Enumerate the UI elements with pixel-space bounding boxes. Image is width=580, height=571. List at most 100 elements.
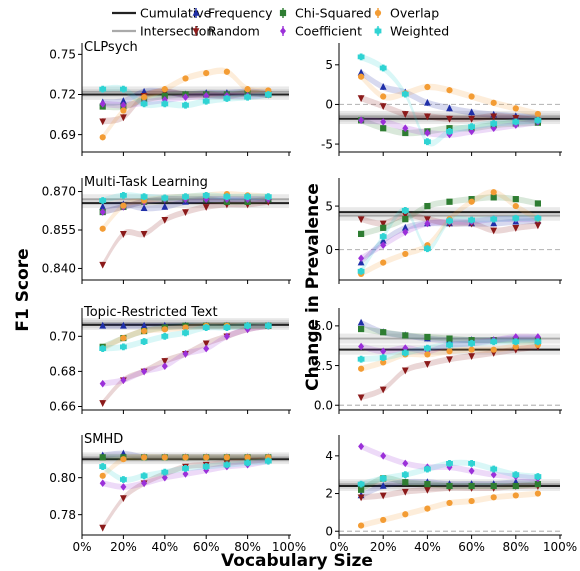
y-tick-label: 0.70 xyxy=(49,330,76,344)
data-point xyxy=(224,454,230,460)
legend-item-coefficient: Coefficient xyxy=(280,24,362,39)
data-point xyxy=(203,324,210,331)
data-point xyxy=(120,203,126,209)
data-point xyxy=(469,347,475,353)
data-point xyxy=(244,459,251,466)
data-point xyxy=(99,86,106,93)
data-point xyxy=(491,347,497,353)
data-point xyxy=(446,217,453,224)
data-point xyxy=(512,471,519,478)
data-point xyxy=(141,193,148,200)
y-axis-label-right: Change in Prevalence xyxy=(303,183,323,391)
data-point xyxy=(424,138,431,145)
panel-title-smhd: SMHD xyxy=(84,432,123,447)
panel-multi-task-learning-prevalence: 05 xyxy=(325,178,562,284)
legend-item-chi-squared: Chi-Squared xyxy=(280,6,372,21)
data-point xyxy=(380,93,386,99)
data-point xyxy=(490,466,497,473)
data-point xyxy=(446,342,453,349)
data-point xyxy=(424,466,431,473)
data-point xyxy=(162,86,168,92)
data-point xyxy=(120,476,127,483)
data-point xyxy=(380,233,387,240)
x-axis-label: Vocabulary Size xyxy=(221,551,373,571)
data-point xyxy=(203,70,209,76)
data-point xyxy=(265,91,272,98)
data-point xyxy=(245,86,251,92)
data-point xyxy=(469,199,475,205)
data-point xyxy=(446,460,453,467)
data-point xyxy=(513,492,519,498)
data-point xyxy=(402,251,408,257)
data-point xyxy=(141,328,147,334)
data-point xyxy=(491,100,497,106)
x-tick-label: 100% xyxy=(543,540,577,554)
y-tick-label: 5 xyxy=(325,58,333,72)
x-tick-label: 0% xyxy=(72,540,91,554)
data-point xyxy=(224,324,231,331)
data-point xyxy=(203,454,209,460)
data-point xyxy=(424,203,430,209)
data-point xyxy=(513,196,519,202)
data-point xyxy=(203,98,210,105)
panel-title-topic-restricted-text: Topic-Restricted Text xyxy=(83,305,218,320)
data-point xyxy=(402,479,408,485)
data-point xyxy=(402,91,409,98)
y-tick-label: 0 xyxy=(325,98,333,112)
data-point xyxy=(380,125,386,131)
data-point xyxy=(513,105,519,111)
data-point xyxy=(424,351,430,357)
data-point xyxy=(141,338,148,345)
data-point xyxy=(358,74,364,80)
data-point xyxy=(162,454,168,460)
data-point xyxy=(535,215,542,222)
data-point xyxy=(446,500,452,506)
data-point xyxy=(380,354,387,361)
legend-label-weighted: Weighted xyxy=(390,24,449,39)
data-point xyxy=(99,345,106,352)
data-point xyxy=(424,481,430,487)
data-point xyxy=(469,483,475,489)
legend-item-overlap: Overlap xyxy=(375,6,439,21)
legend: Cumulative Intersection Frequency Random Chi… xyxy=(112,6,449,39)
data-point xyxy=(161,195,168,202)
data-point xyxy=(182,75,188,81)
data-point xyxy=(424,84,430,90)
data-point xyxy=(380,65,387,72)
y-tick-label: 0.69 xyxy=(49,128,76,142)
data-point xyxy=(380,260,386,266)
data-point xyxy=(424,245,431,252)
legend-marker-overlap xyxy=(375,10,381,16)
data-point xyxy=(141,100,148,107)
data-point xyxy=(161,333,168,340)
y-tick-label: 4 xyxy=(325,449,333,463)
panel-clpsych-prevalence: -5 0 5 xyxy=(321,43,562,156)
data-point xyxy=(120,192,127,199)
data-point xyxy=(491,189,497,195)
data-point xyxy=(358,366,364,372)
data-point xyxy=(182,454,188,460)
y-tick-label: 0 xyxy=(325,243,333,257)
data-point xyxy=(100,134,106,140)
data-point xyxy=(99,197,106,204)
y-tick-label: 2 xyxy=(325,487,333,501)
data-point xyxy=(100,454,106,460)
x-tick-label: 60% xyxy=(458,540,485,554)
data-point xyxy=(424,334,430,340)
data-point xyxy=(99,525,106,532)
data-point xyxy=(358,356,365,363)
data-point xyxy=(491,494,497,500)
data-point xyxy=(424,506,430,512)
legend-marker-coefficient xyxy=(280,27,286,35)
x-tick-label: 80% xyxy=(502,540,529,554)
data-point xyxy=(358,268,365,275)
panel-multi-task-learning-f1: 0.8400.8550.870Multi-Task Learning xyxy=(42,175,291,284)
data-point xyxy=(99,262,106,269)
data-point xyxy=(203,192,210,199)
data-point xyxy=(468,217,475,224)
y-tick-label: 5 xyxy=(325,199,333,213)
y-tick-label: 0.0 xyxy=(314,398,333,412)
y-tick-label: 0.78 xyxy=(49,508,76,522)
panel-title-multi-task-learning: Multi-Task Learning xyxy=(84,175,208,190)
y-tick-label: 0.68 xyxy=(49,365,76,379)
